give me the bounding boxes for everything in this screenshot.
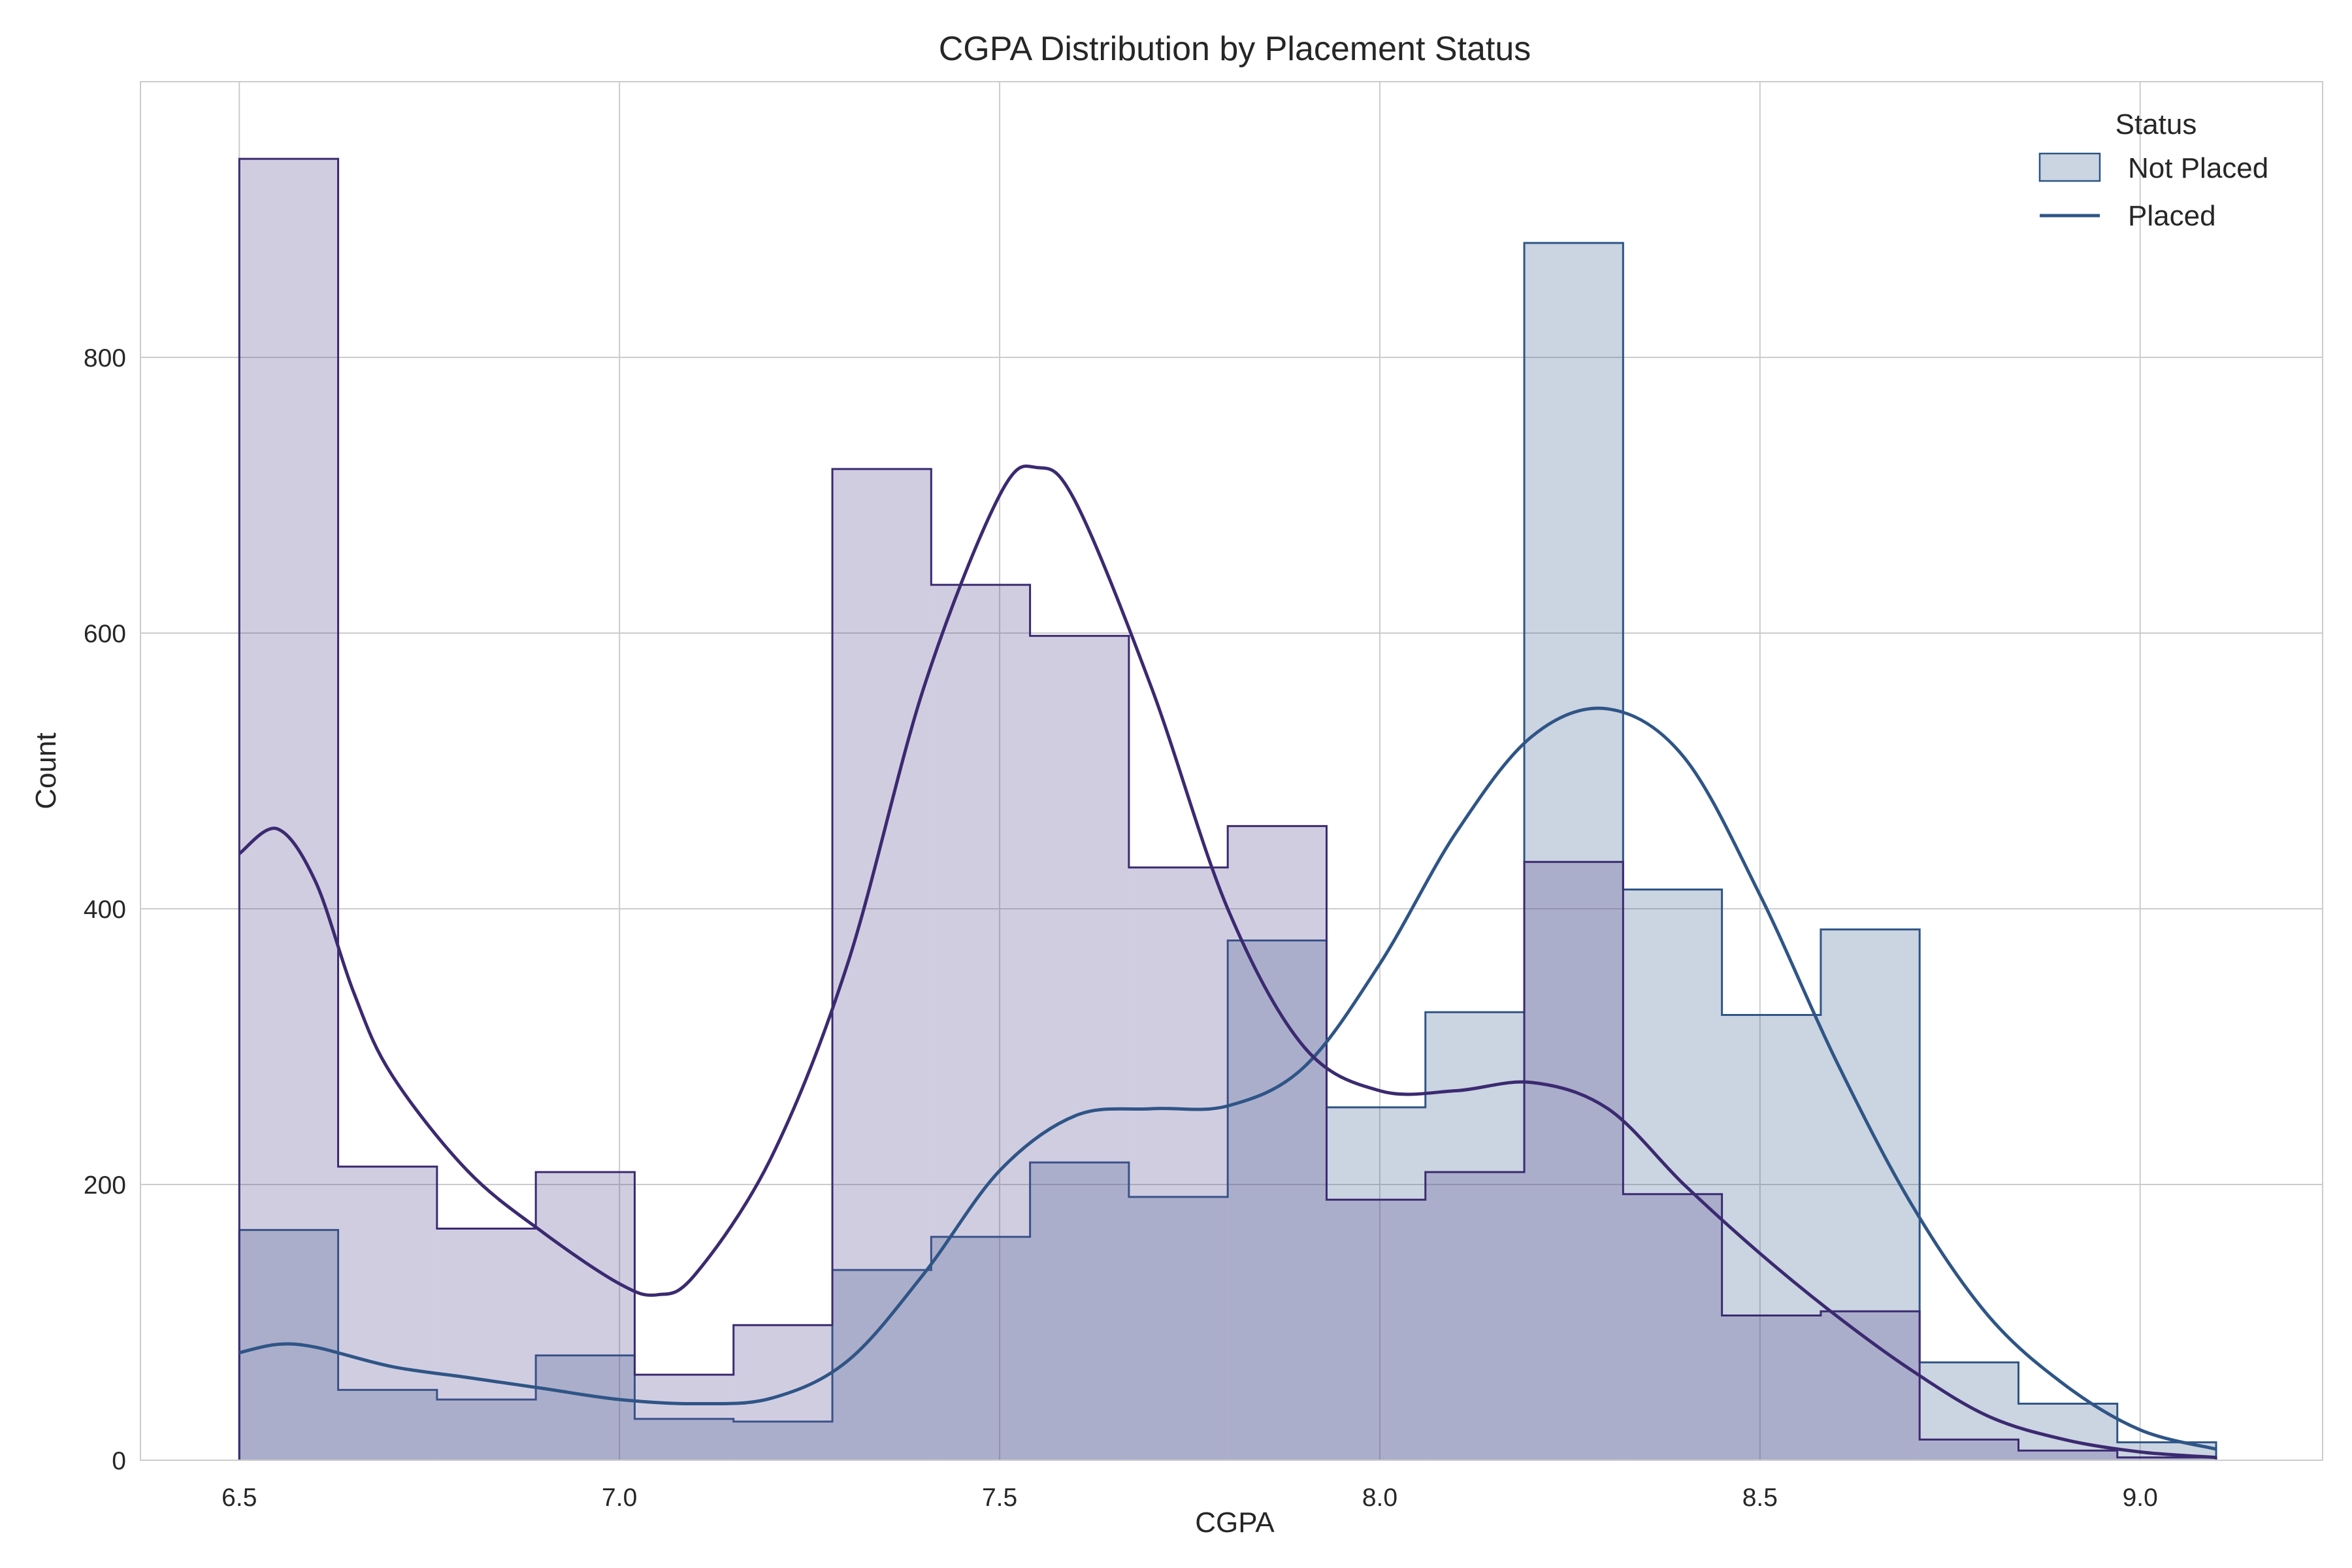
bar-placed-4 <box>634 1375 734 1460</box>
x-tick-label-1: 7.0 <box>602 1484 637 1512</box>
bar-not-placed-5 <box>733 1421 833 1460</box>
legend-label-placed: Placed <box>2128 200 2216 232</box>
bar-not-placed-11 <box>1326 1107 1426 1460</box>
bar-placed-14 <box>1623 1194 1722 1460</box>
bar-not-placed-3 <box>536 1355 635 1460</box>
bar-placed-1 <box>338 1166 437 1460</box>
bar-placed-10 <box>1228 826 1327 1460</box>
y-tick-label-1: 200 <box>84 1171 126 1200</box>
bar-not-placed-10 <box>1228 940 1327 1460</box>
bar-placed-0 <box>239 159 338 1460</box>
bar-placed-5 <box>733 1325 833 1460</box>
x-tick-label-2: 7.5 <box>982 1484 1017 1512</box>
bar-not-placed-15 <box>1722 1015 1821 1460</box>
y-tick-label-3: 600 <box>84 620 126 648</box>
bar-placed-17 <box>1919 1439 2019 1460</box>
x-tick-label-3: 8.0 <box>1362 1484 1397 1512</box>
bar-placed-7 <box>931 585 1030 1460</box>
legend-swatch-not-placed <box>2038 152 2101 182</box>
x-tick-label-4: 8.5 <box>1742 1484 1778 1512</box>
bar-placed-12 <box>1425 1172 1525 1460</box>
x-axis-label: CGPA <box>1195 1507 1275 1539</box>
kde-curve-placed <box>238 465 2217 1460</box>
y-tick-label-0: 0 <box>112 1447 126 1475</box>
step-outline-not-placed <box>238 242 2217 1460</box>
chart-title: CGPA Distribution by Placement Status <box>939 30 1531 68</box>
kde-curve-not-placed <box>238 706 2217 1451</box>
bar-not-placed-6 <box>832 1269 932 1460</box>
step-outline-placed <box>238 157 2217 1460</box>
y-axis-label: Count <box>30 732 62 809</box>
bar-placed-8 <box>1030 636 1129 1460</box>
x-axis-ticks: 6.5 7.0 7.5 8.0 8.5 9.0 <box>221 1484 2158 1512</box>
x-tick-label-0: 6.5 <box>221 1484 257 1512</box>
bar-placed-2 <box>436 1228 536 1460</box>
y-axis-ticks: 0 200 400 600 800 <box>84 344 126 1475</box>
bar-not-placed-8 <box>1030 1162 1129 1460</box>
bar-not-placed-9 <box>1128 1196 1228 1460</box>
gridlines <box>140 82 2323 1461</box>
y-tick-label-4: 800 <box>84 344 126 372</box>
plot-area <box>140 82 2323 1460</box>
bar-not-placed-17 <box>1919 1362 2019 1460</box>
bar-placed-13 <box>1524 862 1624 1460</box>
bar-placed-18 <box>2018 1450 2117 1460</box>
legend-title: Status <box>2115 108 2197 140</box>
bar-not-placed-2 <box>436 1399 536 1460</box>
bar-not-placed-1 <box>338 1390 437 1460</box>
bar-not-placed-4 <box>634 1418 734 1460</box>
histogram-bars <box>238 157 2217 1461</box>
plot-border <box>140 81 2323 1461</box>
bar-placed-3 <box>536 1172 635 1460</box>
bar-placed-11 <box>1326 1200 1426 1460</box>
y-tick-label-2: 400 <box>84 896 126 924</box>
bar-placed-9 <box>1128 867 1228 1460</box>
kde-curves <box>238 465 2217 1460</box>
bar-not-placed-16 <box>1820 929 1920 1460</box>
x-tick-label-5: 9.0 <box>2123 1484 2158 1512</box>
bar-placed-16 <box>1820 1311 1920 1460</box>
bar-placed-15 <box>1722 1315 1821 1460</box>
bar-not-placed-13 <box>1524 242 1624 1460</box>
legend: Status Not Placed Placed <box>2038 108 2268 232</box>
legend-label-not-placed: Not Placed <box>2128 152 2268 184</box>
bar-placed-19 <box>2117 1457 2217 1460</box>
bars-not-placed <box>238 242 2217 1460</box>
bar-not-placed-7 <box>931 1237 1030 1460</box>
